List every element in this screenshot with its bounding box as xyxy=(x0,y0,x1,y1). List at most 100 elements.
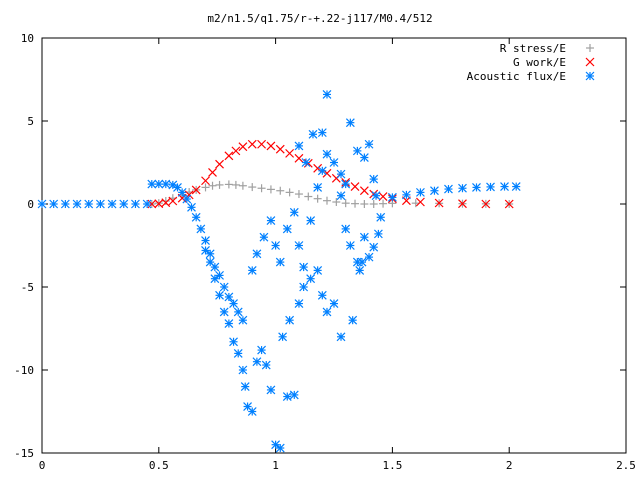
data-point xyxy=(299,282,309,292)
data-point xyxy=(107,199,117,209)
data-point xyxy=(72,199,82,209)
data-point xyxy=(238,142,248,152)
data-point xyxy=(238,315,248,325)
data-point xyxy=(49,199,59,209)
data-point xyxy=(332,198,341,207)
y-tick-label: -10 xyxy=(14,364,34,377)
data-point xyxy=(168,196,178,206)
data-point xyxy=(341,179,351,189)
data-point xyxy=(373,229,383,239)
data-point xyxy=(191,185,201,195)
data-point xyxy=(313,265,323,275)
data-point xyxy=(257,184,266,193)
y-tick-label: -15 xyxy=(14,447,34,460)
data-point xyxy=(252,357,262,367)
data-point xyxy=(37,199,47,209)
data-point xyxy=(233,307,243,317)
data-point xyxy=(60,199,70,209)
series-2 xyxy=(37,90,521,453)
data-point xyxy=(95,199,105,209)
data-point xyxy=(504,199,514,209)
data-point xyxy=(238,181,247,190)
data-point xyxy=(313,194,322,203)
data-point xyxy=(271,241,281,250)
data-point xyxy=(196,224,206,234)
data-point xyxy=(294,141,304,151)
data-point xyxy=(301,158,311,167)
data-point xyxy=(379,199,388,208)
data-point xyxy=(371,191,381,201)
data-point xyxy=(224,151,234,161)
data-point xyxy=(322,307,332,317)
data-point xyxy=(278,332,288,342)
data-point xyxy=(177,187,187,197)
legend-label: Acoustic flux/E xyxy=(467,70,566,83)
data-point xyxy=(266,216,276,226)
data-point xyxy=(387,192,397,202)
data-point xyxy=(401,190,411,200)
data-point xyxy=(294,299,304,309)
data-point xyxy=(350,182,360,191)
x-tick-label: 1.5 xyxy=(382,459,402,472)
data-point xyxy=(317,166,327,176)
data-point xyxy=(369,174,379,184)
data-point xyxy=(282,224,292,234)
data-point xyxy=(500,182,509,191)
data-point xyxy=(336,169,346,179)
y-tick-label: -5 xyxy=(21,281,34,294)
data-point xyxy=(317,290,327,300)
data-point xyxy=(341,224,351,234)
x-tick-label: 2.5 xyxy=(616,459,636,472)
data-point xyxy=(329,299,339,309)
x-axis: 0 0.5 1 1.5 2 2.5 xyxy=(39,38,636,472)
data-point xyxy=(345,241,355,250)
data-point xyxy=(247,407,257,416)
data-point xyxy=(364,252,374,262)
data-point xyxy=(434,198,444,208)
data-point xyxy=(201,176,210,186)
data-point xyxy=(376,212,386,222)
data-point xyxy=(201,183,210,192)
y-axis: 10 5 0 -5 -10 -15 xyxy=(14,32,626,460)
data-point xyxy=(357,257,367,267)
y-tick-label: 10 xyxy=(21,32,34,45)
data-point xyxy=(294,153,304,163)
data-point xyxy=(119,199,129,209)
data-point xyxy=(224,180,233,189)
data-point xyxy=(240,382,250,392)
data-point xyxy=(215,270,224,280)
data-point xyxy=(275,443,285,453)
legend-label: R stress/E xyxy=(500,42,566,55)
data-point xyxy=(205,257,215,267)
data-point xyxy=(285,315,295,325)
data-point xyxy=(247,265,257,275)
data-point xyxy=(458,183,467,193)
data-point xyxy=(359,186,369,196)
data-point xyxy=(215,290,224,300)
data-point xyxy=(282,392,292,401)
data-point xyxy=(142,199,152,209)
data-point xyxy=(416,187,425,197)
data-point xyxy=(208,168,217,177)
plot-frame xyxy=(41,37,627,454)
y-tick-label: 0 xyxy=(27,198,34,211)
data-point xyxy=(201,246,210,255)
data-point xyxy=(210,274,220,284)
data-point xyxy=(205,249,215,259)
data-point xyxy=(304,192,313,201)
data-point xyxy=(430,186,439,196)
data-point xyxy=(231,180,240,189)
data-point xyxy=(322,196,331,205)
data-point xyxy=(224,292,234,302)
y-tick-label: 5 xyxy=(27,115,34,128)
data-point xyxy=(289,207,299,217)
x-tick-label: 2 xyxy=(506,459,513,472)
data-point xyxy=(299,262,309,272)
data-point xyxy=(259,232,269,242)
data-point xyxy=(247,139,257,149)
data-point xyxy=(294,241,304,250)
data-point xyxy=(161,197,170,206)
data-point xyxy=(233,348,243,358)
